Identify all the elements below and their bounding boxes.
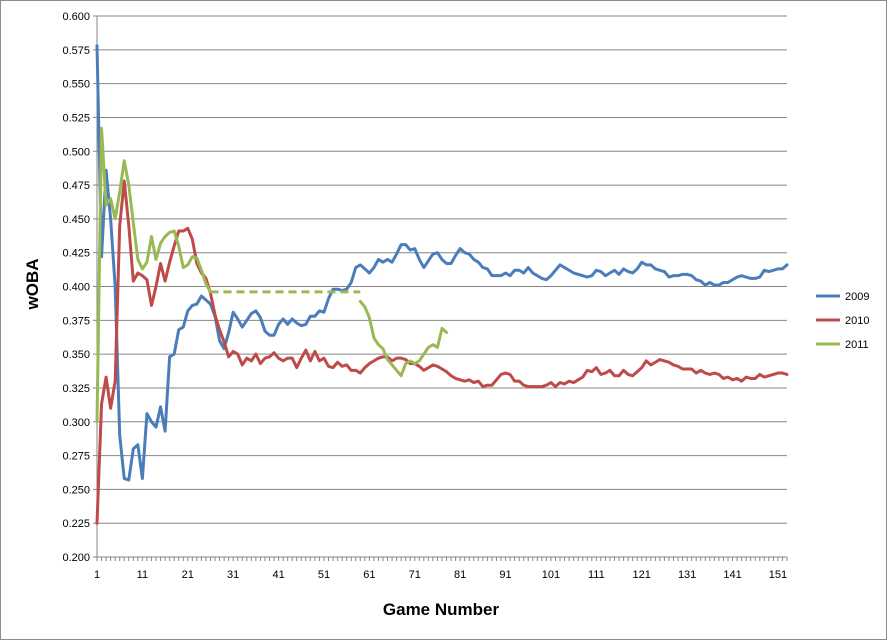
- x-tick-label: 1: [94, 569, 100, 581]
- series-line-2010: [95, 179, 789, 525]
- series-lines: [95, 44, 789, 525]
- y-tick-label: 0.425: [62, 248, 90, 260]
- series-line-2009: [95, 44, 789, 482]
- axes: [93, 15, 788, 561]
- y-tick-label: 0.350: [62, 349, 90, 361]
- x-tick-label: 51: [318, 569, 330, 581]
- legend: 2009 2010 2011: [816, 291, 869, 351]
- x-tick-label: 31: [227, 569, 239, 581]
- x-axis-title: Game Number: [383, 600, 500, 619]
- y-tick-label: 0.375: [62, 315, 90, 327]
- x-tick-label: 61: [363, 569, 375, 581]
- x-tick-label: 111: [588, 569, 605, 581]
- y-tick-label: 0.550: [62, 79, 90, 91]
- legend-label-2009: 2009: [845, 291, 869, 303]
- y-tick-label: 0.200: [62, 552, 90, 564]
- x-tick-label: 101: [542, 569, 560, 581]
- y-tick-label: 0.325: [62, 383, 90, 395]
- y-tick-label: 0.525: [62, 112, 90, 124]
- y-axis-title: wOBA: [23, 259, 42, 311]
- y-tick-label: 0.600: [62, 11, 90, 23]
- legend-label-2010: 2010: [845, 315, 869, 327]
- y-tick-label: 0.275: [62, 451, 90, 463]
- x-tick-label: 131: [678, 569, 696, 581]
- x-tick-label: 71: [409, 569, 421, 581]
- y-tick-label: 0.450: [62, 214, 90, 226]
- x-tick-label: 91: [499, 569, 511, 581]
- x-tick-label: 151: [769, 569, 787, 581]
- y-tick-label: 0.475: [62, 180, 90, 192]
- y-tick-label: 0.575: [62, 45, 90, 57]
- x-tick-label: 121: [633, 569, 651, 581]
- x-tick-label: 81: [454, 569, 466, 581]
- y-tick-labels: 0.200 0.225 0.250 0.275 0.300 0.325 0.350 0.375…: [62, 11, 90, 564]
- series-line-2011: [358, 299, 449, 378]
- y-tick-label: 0.400: [62, 282, 90, 294]
- x-tick-label: 141: [723, 569, 741, 581]
- x-tick-label: 21: [182, 569, 194, 581]
- series-line-2011: [95, 126, 212, 424]
- legend-label-2011: 2011: [845, 339, 869, 351]
- x-tick-label: 41: [272, 569, 284, 581]
- x-tick-labels: 1 11 21 31 41 51 61 71 81 91 101 111 121 131 141 151: [94, 569, 787, 581]
- y-tick-label: 0.500: [62, 146, 90, 158]
- x-tick-label: 11: [137, 569, 148, 581]
- y-tick-label: 0.300: [62, 417, 90, 429]
- y-tick-label: 0.250: [62, 484, 90, 496]
- gridlines: [97, 15, 787, 524]
- y-tick-label: 0.225: [62, 518, 90, 530]
